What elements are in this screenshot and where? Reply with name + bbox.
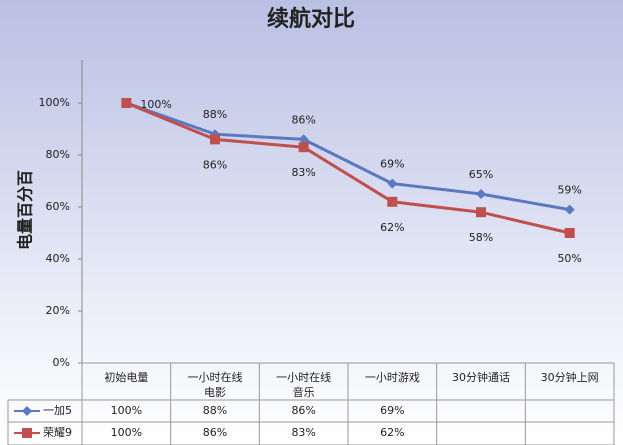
table-cell: 100% [111,426,142,439]
table-cell: 88% [203,404,227,417]
x-tick-label: 30分钟通话 [451,371,510,384]
x-tick-label: 一小时在线 音乐 [276,371,332,399]
data-label: 65% [469,168,493,181]
data-label: 50% [557,252,581,265]
y-tick-label: 60% [46,200,70,213]
data-label: 83% [291,166,315,179]
chart-title: 续航对比 [267,6,355,32]
table-cell: 100% [111,404,142,417]
x-tick-label: 一小时在线 电影 [187,371,243,399]
data-label: 88% [203,108,227,121]
legend-marker [22,406,32,416]
y-tick-label: 40% [46,252,70,265]
y-tick-label: 100% [39,96,70,109]
data-label: 59% [557,184,581,197]
point [564,228,575,238]
data-label: 86% [203,158,227,171]
point [564,204,575,215]
table-cell: 62% [380,426,404,439]
point [387,196,398,207]
data-label: 69% [380,158,404,171]
x-tick-label: 30分钟上网 [540,371,599,384]
data-label: 100% [140,98,171,111]
y-tick-label: 80% [46,148,70,161]
legend-marker [22,428,32,438]
y-axis-label: 电量百分百 [16,170,35,250]
point [298,134,309,145]
point [298,142,309,153]
point [121,98,132,108]
line [125,101,571,235]
point [476,207,486,218]
data-label: 58% [469,231,493,244]
y-tick-label: 0% [53,356,70,369]
table-cell: 83% [291,426,315,439]
x-tick-label: 一小时游戏 [364,371,420,384]
point [476,189,486,199]
x-tick-label: 初始电量 [104,371,149,384]
y-tick-label: 20% [46,304,70,317]
table-cell: 86% [203,426,227,439]
data-label: 86% [291,113,315,126]
table-cell: 69% [380,404,404,417]
table-cell: 86% [291,404,315,417]
legend-label: 一加5 [43,404,72,417]
legend-label: 荣耀9 [43,426,72,439]
data-label: 62% [380,221,404,234]
point [210,134,220,145]
line [125,101,570,212]
point [387,178,398,189]
